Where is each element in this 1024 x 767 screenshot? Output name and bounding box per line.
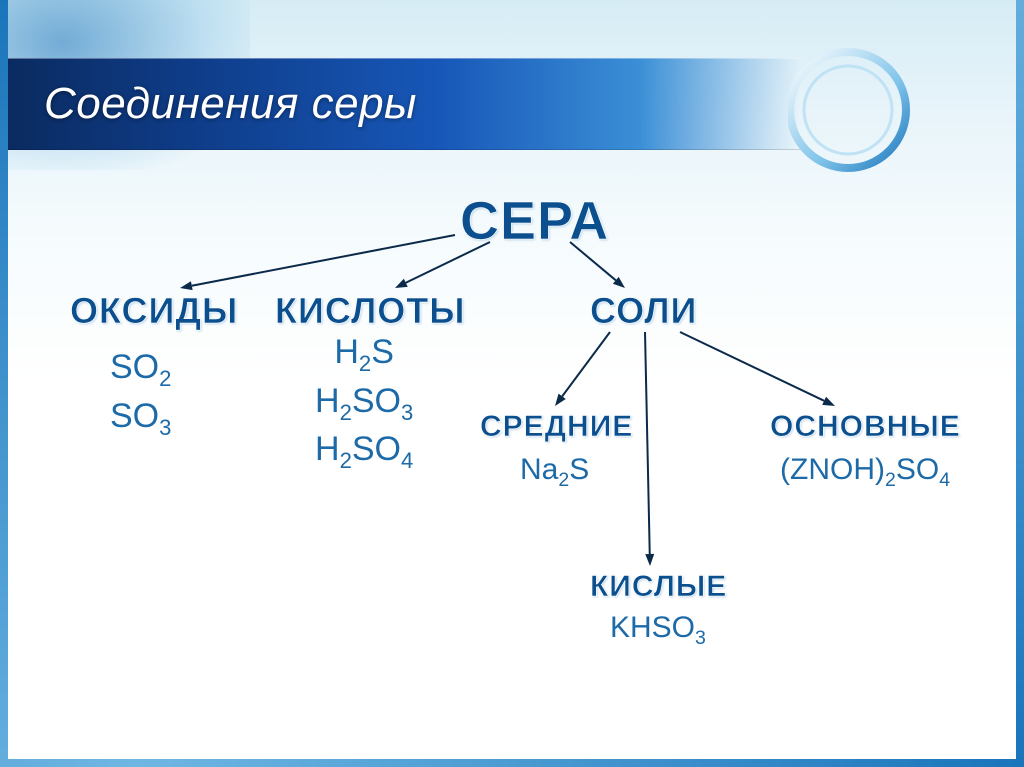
title-bar-cap-decoration — [788, 40, 928, 180]
formulas-oxides: SO2SO3 — [110, 345, 171, 442]
slide-title: Соединения серы — [44, 79, 417, 129]
node-salts-basic: ОСНОВНЫЕ — [770, 410, 961, 444]
formulas-acids: H2SH2SO3H2SO4 — [315, 330, 413, 476]
node-oxides: ОКСИДЫ — [70, 290, 238, 332]
formulas-salts-acidic: KHSO3 — [610, 608, 706, 651]
title-bar: Соединения серы — [0, 58, 800, 150]
node-salts-acidic: КИСЛЫЕ — [590, 570, 727, 604]
node-root: СЕРА — [460, 190, 609, 252]
diagram-area: СЕРА ОКСИДЫ SO2SO3 КИСЛОТЫ H2SH2SO3H2SO4… — [0, 160, 1024, 767]
node-acids: КИСЛОТЫ — [275, 290, 465, 332]
node-salts: СОЛИ — [590, 290, 697, 332]
node-salts-medium: СРЕДНИЕ — [480, 410, 633, 444]
slide: Соединения серы СЕРА ОКСИДЫ SO2SO3 КИСЛО… — [0, 0, 1024, 767]
formulas-salts-medium: Na2S — [520, 450, 589, 493]
formulas-salts-basic: (ZNOH)2SO4 — [780, 450, 950, 493]
